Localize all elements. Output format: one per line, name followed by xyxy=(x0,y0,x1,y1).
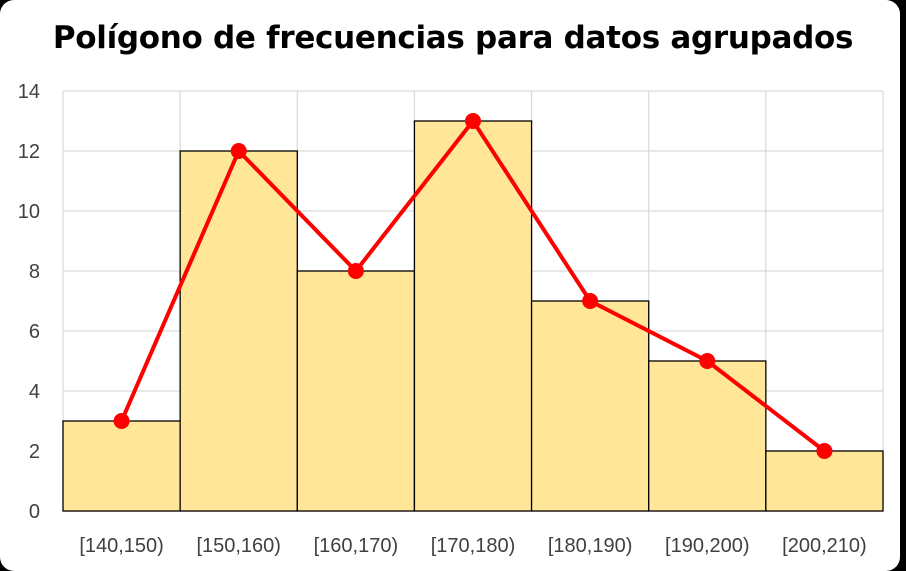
bar-2 xyxy=(179,150,298,512)
bar-7 xyxy=(765,450,884,512)
line-point-7 xyxy=(816,443,833,459)
bar-1 xyxy=(62,420,181,512)
y-tick-label: 2 xyxy=(29,441,40,463)
x-tick-label: [170,180) xyxy=(431,535,516,557)
line-point-3 xyxy=(347,263,364,279)
y-tick-label: 0 xyxy=(29,501,40,523)
axis-layer: 0 2 4 6 8 10 12 14 [140,150) [150,160) [160,170) [1… xyxy=(18,81,867,557)
x-tick-label: [190,200) xyxy=(665,535,750,557)
bar-3 xyxy=(296,270,416,512)
y-tick-label: 10 xyxy=(18,201,40,223)
y-tick-label: 6 xyxy=(29,321,40,343)
x-tick-label: [180,190) xyxy=(548,535,633,557)
line-point-4 xyxy=(465,113,481,129)
line-point-6 xyxy=(699,353,716,369)
y-tick-label: 4 xyxy=(29,381,40,403)
x-tick-label: [200,210) xyxy=(782,535,867,557)
bar-5 xyxy=(530,300,650,512)
bar-4 xyxy=(413,120,533,512)
line-point-1 xyxy=(113,413,130,429)
chart-title: Polígono de frecuencias para datos agrup… xyxy=(52,20,854,56)
line-layer xyxy=(113,113,833,459)
x-tick-label: [160,170) xyxy=(314,535,399,557)
y-tick-label: 14 xyxy=(18,81,40,103)
line-point-2 xyxy=(230,143,247,159)
y-tick-label: 8 xyxy=(29,261,40,283)
bar-layer xyxy=(62,120,884,512)
line-point-5 xyxy=(582,293,599,309)
bar-6 xyxy=(648,360,767,512)
y-tick-label: 12 xyxy=(18,141,40,163)
x-tick-label: [140,150) xyxy=(79,535,164,557)
x-tick-label: [150,160) xyxy=(196,535,281,557)
